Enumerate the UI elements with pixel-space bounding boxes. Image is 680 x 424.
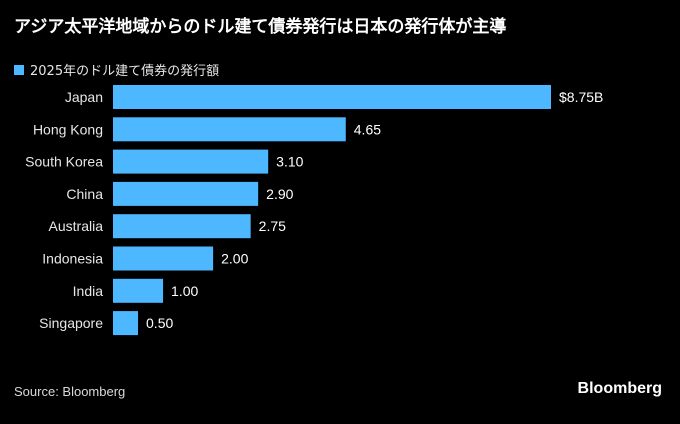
value-label-india: 1.00 bbox=[171, 283, 198, 299]
value-label-south-korea: 3.10 bbox=[276, 154, 303, 170]
value-label-australia: 2.75 bbox=[259, 218, 286, 234]
bar-hong-kong bbox=[113, 117, 346, 142]
value-label-hong-kong: 4.65 bbox=[354, 121, 381, 137]
category-label-china: China bbox=[66, 186, 103, 202]
legend-label: 2025年のドル建て債券の発行額 bbox=[30, 64, 220, 79]
category-label-hong-kong: Hong Kong bbox=[33, 121, 103, 137]
source-note: Source: Bloomberg bbox=[14, 384, 126, 399]
legend: 2025年のドル建て債券の発行額 bbox=[14, 60, 219, 79]
bloomberg-logo: Bloomberg bbox=[577, 380, 662, 397]
category-label-indonesia: Indonesia bbox=[42, 251, 103, 267]
bar-singapore bbox=[113, 311, 139, 336]
category-label-australia: Australia bbox=[49, 218, 104, 234]
bar-indonesia bbox=[113, 246, 214, 271]
bar-india bbox=[113, 278, 164, 303]
chart-title: アジア太平洋地域からのドル建て債券発行は日本の発行体が主導 bbox=[14, 17, 507, 37]
value-label-japan: $8.75B bbox=[559, 89, 603, 105]
value-label-indonesia: 2.00 bbox=[221, 251, 248, 267]
bar-south-korea bbox=[113, 149, 269, 174]
category-label-south-korea: South Korea bbox=[25, 154, 103, 170]
bar-china bbox=[113, 181, 259, 206]
bar-japan bbox=[113, 85, 551, 109]
bar-australia bbox=[113, 214, 251, 239]
value-label-singapore: 0.50 bbox=[146, 315, 173, 331]
value-label-china: 2.90 bbox=[266, 186, 293, 202]
category-label-singapore: Singapore bbox=[39, 315, 103, 331]
legend-swatch bbox=[14, 64, 24, 75]
category-label-india: India bbox=[73, 283, 104, 299]
category-label-japan: Japan bbox=[65, 89, 103, 105]
